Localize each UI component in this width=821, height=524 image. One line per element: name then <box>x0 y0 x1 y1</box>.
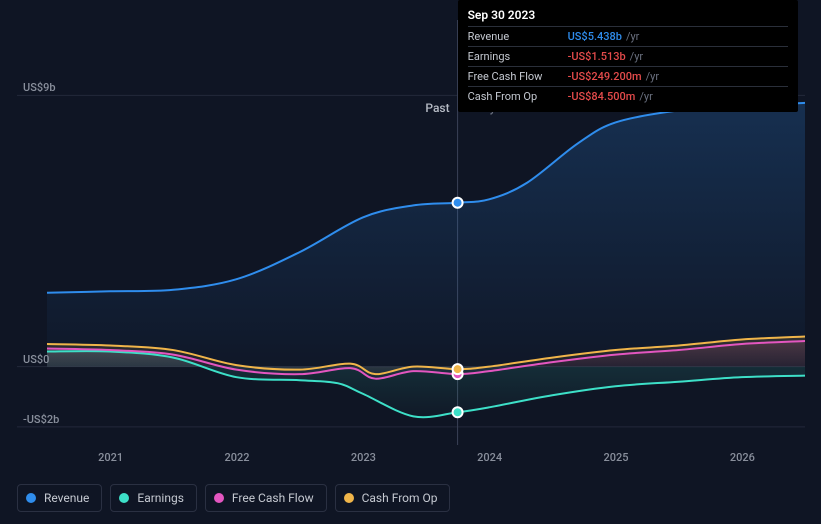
legend-item[interactable]: Cash From Op <box>335 484 451 512</box>
legend-dot <box>26 493 36 503</box>
legend-label: Free Cash Flow <box>232 491 314 505</box>
tooltip-row: Earnings-US$1.513b/yr <box>468 46 788 66</box>
x-tick-label: 2025 <box>604 451 629 464</box>
tooltip-row-label: Free Cash Flow <box>468 70 568 83</box>
legend-label: Earnings <box>137 491 184 505</box>
x-tick-label: 2022 <box>225 451 250 464</box>
past-label: Past <box>425 101 449 115</box>
tooltip-row-value: -US$84.500m <box>568 90 636 103</box>
legend: Revenue Earnings Free Cash Flow Cash From O… <box>17 484 450 512</box>
legend-item[interactable]: Revenue <box>17 484 102 512</box>
x-tick-label: 2021 <box>98 451 123 464</box>
tooltip-row-unit: /yr <box>639 90 652 103</box>
legend-label: Revenue <box>44 491 89 505</box>
tooltip-row-value: -US$249.200m <box>568 70 642 83</box>
tooltip-row-label: Earnings <box>468 50 568 63</box>
tooltip-row-label: Revenue <box>468 30 568 43</box>
tooltip-row-label: Cash From Op <box>468 90 568 103</box>
y-tick-label: US$0 <box>23 353 49 366</box>
legend-dot <box>214 493 224 503</box>
tooltip-row-unit: /yr <box>630 50 643 63</box>
y-tick-label: US$9b <box>23 81 56 94</box>
hover-tooltip: Sep 30 2023 RevenueUS$5.438b/yrEarnings-… <box>458 0 798 112</box>
x-tick-label: 2026 <box>730 451 755 464</box>
legend-dot <box>344 493 354 503</box>
tooltip-row: Cash From Op-US$84.500m/yr <box>468 86 788 106</box>
tooltip-row-unit: /yr <box>646 70 659 83</box>
legend-item[interactable]: Earnings <box>110 484 197 512</box>
tooltip-row: Free Cash Flow-US$249.200m/yr <box>468 66 788 86</box>
legend-dot <box>119 493 129 503</box>
tooltip-row-unit: /yr <box>626 30 639 43</box>
tooltip-row: RevenueUS$5.438b/yr <box>468 26 788 46</box>
legend-label: Cash From Op <box>362 491 438 505</box>
tooltip-row-value: -US$1.513b <box>568 50 626 63</box>
tooltip-row-value: US$5.438b <box>568 30 622 43</box>
y-tick-label: -US$2b <box>23 413 59 426</box>
x-tick-label: 2024 <box>477 451 502 464</box>
tooltip-date: Sep 30 2023 <box>468 8 788 22</box>
legend-item[interactable]: Free Cash Flow <box>205 484 327 512</box>
x-tick-label: 2023 <box>351 451 376 464</box>
